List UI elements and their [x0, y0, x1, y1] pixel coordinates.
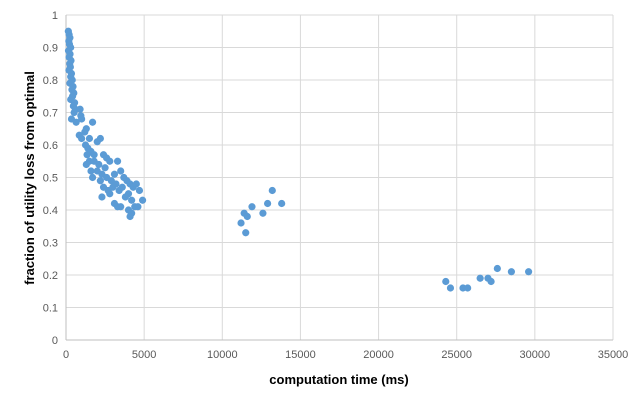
y-tick-label: 0.9	[43, 43, 58, 55]
data-point	[476, 274, 484, 282]
data-point	[95, 160, 103, 169]
x-tick-label: 35000	[598, 349, 629, 361]
x-tick-label: 25000	[441, 349, 472, 361]
y-tick-label: 0.4	[43, 205, 58, 217]
data-point	[88, 173, 97, 182]
x-tick-label: 15000	[285, 349, 316, 361]
data-point	[106, 190, 114, 198]
data-point	[118, 183, 126, 191]
data-point	[248, 203, 256, 211]
data-point	[96, 134, 104, 143]
x-tick-label: 10000	[207, 349, 238, 361]
x-tick-label: 20000	[363, 349, 394, 361]
data-point	[135, 186, 144, 195]
data-point	[101, 164, 109, 172]
y-tick-label: 1	[52, 10, 58, 22]
data-point	[237, 219, 245, 227]
data-point	[117, 203, 125, 211]
data-point	[76, 105, 84, 113]
data-point	[278, 199, 286, 208]
data-point	[88, 118, 97, 126]
data-point	[70, 108, 78, 117]
data-point	[464, 284, 472, 292]
data-point	[264, 199, 272, 208]
data-point	[78, 115, 86, 123]
data-point	[138, 196, 147, 204]
y-tick-label: 0.1	[43, 303, 58, 315]
data-point	[112, 180, 120, 188]
data-point	[126, 212, 134, 221]
data-point	[81, 128, 89, 136]
data-point	[83, 151, 91, 159]
data-point	[96, 177, 104, 185]
data-point	[87, 167, 95, 175]
data-point	[493, 264, 501, 273]
y-tick-label: 0	[52, 335, 58, 347]
data-point	[442, 277, 450, 286]
y-tick-label: 0.2	[43, 270, 58, 282]
y-tick-label: 0.5	[43, 173, 58, 185]
y-tick-label: 0.6	[43, 140, 58, 152]
data-point	[121, 193, 129, 201]
data-point	[85, 134, 94, 143]
data-point	[268, 186, 276, 195]
tick-labels: 0 0.1 0.2 0.3 0.4 0.5 0.6 0.7 0.8 0.9 1 0 5000 10000 1…	[43, 10, 629, 361]
data-point	[106, 157, 114, 165]
data-point	[128, 196, 136, 204]
x-tick-label: 0	[63, 349, 69, 361]
grid-lines	[66, 14, 614, 340]
data-point	[113, 157, 122, 165]
data-point	[507, 268, 516, 276]
y-tick-label: 0.8	[43, 75, 58, 87]
data-point	[446, 284, 455, 292]
data-point	[78, 134, 86, 143]
x-axis-title: computation time (ms)	[269, 372, 408, 387]
x-tick-label: 30000	[520, 349, 551, 361]
data-point	[487, 277, 495, 286]
y-axis-title: fraction of utility loss from optimal	[22, 71, 37, 285]
y-tick-label: 0.7	[43, 108, 58, 120]
data-point	[110, 170, 119, 178]
y-tick-label: 0.3	[43, 238, 58, 250]
data-point	[242, 229, 250, 237]
data-point	[132, 180, 140, 188]
data-point	[98, 193, 106, 201]
data-point	[90, 151, 98, 159]
data-point	[525, 268, 533, 276]
data-point	[72, 118, 80, 126]
data-point	[243, 212, 251, 221]
data-point	[134, 203, 142, 211]
data-point	[117, 167, 125, 175]
data-point	[259, 209, 267, 217]
data-point	[82, 160, 90, 169]
data-points	[64, 27, 533, 292]
x-tick-label: 5000	[132, 349, 156, 361]
